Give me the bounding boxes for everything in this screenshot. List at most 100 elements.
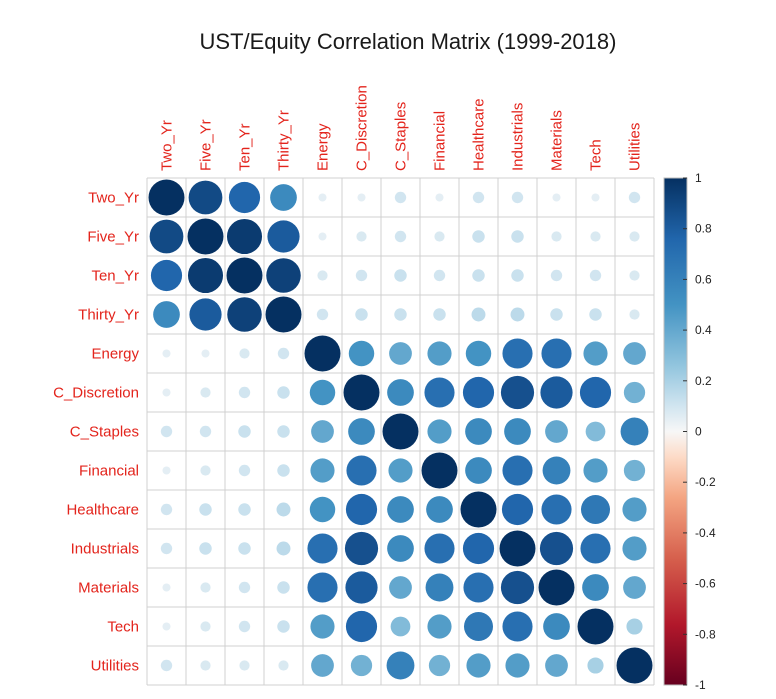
corr-cell-tech-c-discretion: [345, 610, 378, 643]
corr-cell-ten-yr-materials: [550, 269, 563, 282]
corr-cell-tech-tech: [577, 608, 614, 645]
corr-cell-thirty-yr-utilities: [629, 309, 640, 320]
row-label-five-yr: Five_Yr: [87, 229, 139, 246]
corr-cell-c-discretion-five-yr: [200, 387, 211, 398]
row-label-industrials: Industrials: [71, 541, 139, 558]
corr-cell-c-staples-c-discretion: [348, 418, 375, 445]
corr-cell-industrials-five-yr: [199, 542, 212, 555]
corr-cell-ten-yr-energy: [317, 270, 328, 281]
column-label-tech: Tech: [588, 139, 605, 171]
corr-cell-tech-energy: [310, 614, 335, 639]
corr-cell-materials-five-yr: [200, 582, 211, 593]
corr-cell-financial-utilities: [623, 459, 646, 482]
corr-cell-two-yr-ten-yr: [228, 181, 261, 214]
corr-cell-ten-yr-c-discretion: [355, 269, 368, 282]
corr-cell-c-discretion-c-staples: [387, 379, 414, 406]
corr-cell-healthcare-tech: [580, 494, 611, 525]
corr-cell-utilities-energy: [311, 654, 334, 677]
corr-cell-industrials-utilities: [622, 536, 647, 561]
corr-cell-energy-utilities: [623, 342, 646, 365]
corr-cell-healthcare-ten-yr: [238, 503, 251, 516]
corr-cell-ten-yr-healthcare: [472, 269, 485, 282]
corr-cell-two-yr-thirty-yr: [270, 184, 297, 211]
corr-cell-utilities-two-yr: [160, 659, 173, 672]
row-label-utilities: Utilities: [91, 658, 139, 675]
row-label-two-yr: Two_Yr: [88, 190, 139, 207]
corr-cell-energy-c-discretion: [348, 340, 375, 367]
corr-cell-thirty-yr-healthcare: [471, 307, 486, 322]
corr-cell-materials-c-discretion: [345, 571, 378, 604]
corr-cell-industrials-industrials: [499, 530, 536, 567]
corr-cell-healthcare-thirty-yr: [276, 502, 291, 517]
corr-cell-c-staples-healthcare: [465, 418, 492, 445]
corr-cell-ten-yr-five-yr: [187, 257, 224, 294]
corr-cell-c-staples-industrials: [504, 418, 531, 445]
corr-cell-energy-ten-yr: [239, 348, 250, 359]
corr-cell-tech-thirty-yr: [277, 620, 290, 633]
row-label-financial: Financial: [79, 463, 139, 480]
corr-cell-five-yr-two-yr: [149, 219, 184, 254]
corr-cell-industrials-c-staples: [387, 535, 414, 562]
corr-cell-thirty-yr-thirty-yr: [265, 296, 302, 333]
corr-cell-industrials-materials: [539, 531, 574, 566]
column-label-two-yr: Two_Yr: [159, 120, 176, 171]
corr-cell-energy-materials: [541, 338, 572, 369]
column-label-healthcare: Healthcare: [471, 98, 488, 171]
corr-cell-c-staples-tech: [585, 421, 606, 442]
corr-cell-utilities-thirty-yr: [278, 660, 289, 671]
column-label-financial: Financial: [432, 111, 449, 171]
corr-cell-financial-ten-yr: [238, 464, 251, 477]
colorbar-tick-label: -0.8: [695, 627, 716, 641]
corr-cell-materials-healthcare: [463, 572, 494, 603]
corr-cell-financial-energy: [310, 458, 335, 483]
corr-cell-c-staples-materials: [545, 420, 568, 443]
corr-cell-thirty-yr-industrials: [510, 307, 525, 322]
corr-cell-healthcare-five-yr: [199, 503, 212, 516]
corr-cell-industrials-tech: [580, 533, 611, 564]
row-labels: Two_Yr Five_Yr Ten_Yr Thirty_Yr Energy C_Disc…: [53, 190, 139, 675]
corr-cell-five-yr-c-staples: [394, 230, 407, 243]
corr-cell-two-yr-energy: [318, 193, 327, 202]
corr-cell-healthcare-healthcare: [460, 491, 497, 528]
corr-cell-thirty-yr-two-yr: [153, 301, 180, 328]
corr-cell-utilities-tech: [587, 657, 604, 674]
corr-cell-utilities-financial: [428, 654, 451, 677]
corr-cell-healthcare-utilities: [622, 497, 647, 522]
corr-cell-c-discretion-thirty-yr: [277, 386, 290, 399]
corr-cell-industrials-energy: [307, 533, 338, 564]
column-labels: Two_Yr Five_Yr Ten_Yr Thirty_Yr Energy C_Disc…: [159, 85, 644, 171]
corr-cell-ten-yr-financial: [433, 269, 446, 282]
colorbar-tick-label: -0.6: [695, 577, 716, 591]
corr-cell-five-yr-utilities: [629, 231, 640, 242]
corr-cell-two-yr-two-yr: [148, 179, 185, 216]
corr-cell-five-yr-five-yr: [187, 218, 224, 255]
corr-cell-two-yr-materials: [552, 193, 561, 202]
corr-cell-c-staples-c-staples: [382, 413, 419, 450]
corr-cell-energy-five-yr: [201, 349, 210, 358]
corr-cell-utilities-five-yr: [200, 660, 211, 671]
corr-cell-industrials-financial: [424, 533, 455, 564]
colorbar-tick-label: 0.6: [695, 272, 712, 286]
corr-cell-materials-c-staples: [389, 576, 412, 599]
colorbar-tick-label: 0.2: [695, 374, 712, 388]
corr-cell-materials-industrials: [500, 570, 535, 605]
corr-cell-ten-yr-tech: [589, 269, 602, 282]
corr-cell-financial-five-yr: [200, 465, 211, 476]
corr-cell-energy-healthcare: [465, 340, 492, 367]
matrix-grid: [146, 177, 655, 686]
corr-cell-financial-industrials: [502, 455, 533, 486]
corr-cell-thirty-yr-c-discretion: [355, 308, 368, 321]
corr-cell-materials-financial: [425, 573, 454, 602]
corr-cell-c-staples-thirty-yr: [277, 425, 290, 438]
corr-cell-c-discretion-ten-yr: [238, 386, 251, 399]
colorbar-tick-label: -1: [695, 678, 706, 692]
colorbar-tick-label: 0: [695, 425, 702, 439]
corr-cell-utilities-c-discretion: [350, 654, 373, 677]
corr-cell-five-yr-healthcare: [472, 230, 485, 243]
corr-cell-utilities-c-staples: [386, 651, 415, 680]
corr-cell-c-discretion-two-yr: [162, 388, 171, 397]
row-label-energy: Energy: [91, 346, 139, 363]
correlation-circles: [148, 179, 653, 684]
corr-cell-energy-energy: [304, 335, 341, 372]
